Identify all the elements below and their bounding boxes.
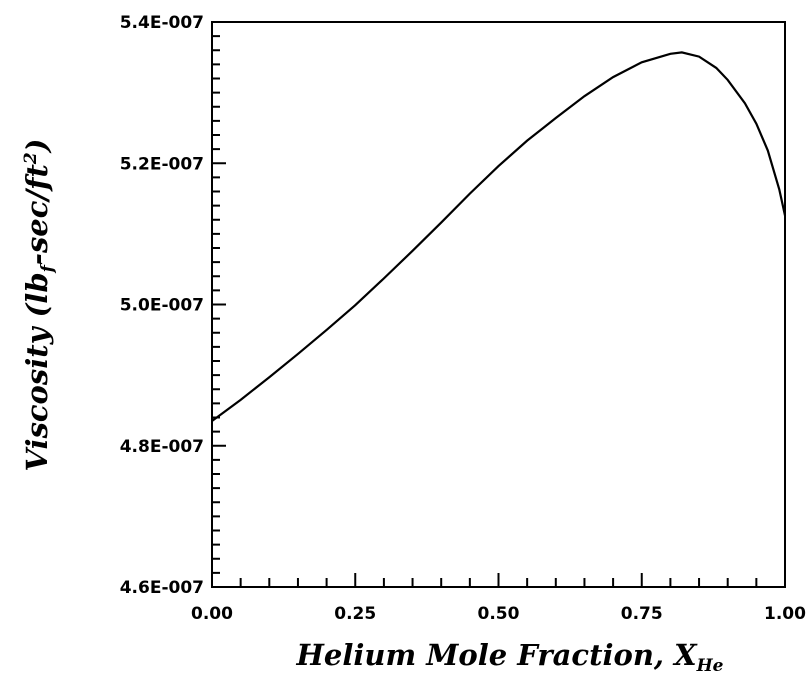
y-tick-labels: 4.6E-007 4.8E-007 5.0E-007 5.2E-007 5.4E-007 (120, 13, 204, 598)
plot-frame (211, 21, 786, 588)
x-axis-title: Helium Mole Fraction, XHe (296, 638, 724, 676)
y-axis-title-suffix: ) (20, 139, 54, 155)
series-line (211, 51, 787, 422)
y-axis-title-sup: 2 (21, 152, 41, 165)
y-tick-label: 4.8E-007 (120, 437, 204, 457)
x-tick-label: 0.75 (621, 604, 663, 624)
x-tick-label: 0.50 (478, 604, 520, 624)
y-tick-label: 5.4E-007 (120, 13, 204, 33)
x-tick-labels: 0.00 0.25 0.50 0.75 1.00 (191, 604, 806, 624)
y-axis-title-sub: f (38, 262, 58, 273)
y-tick-label: 5.0E-007 (120, 296, 204, 316)
x-tick-label: 0.25 (334, 604, 376, 624)
x-tick-label: 1.00 (764, 604, 806, 624)
y-axis-title-mid: -sec/ft (20, 164, 54, 266)
x-axis-title-sub: He (696, 656, 724, 676)
x-tick-label: 0.00 (191, 604, 233, 624)
y-axis-title: Viscosity (lbf-sec/ft2) (20, 139, 58, 472)
x-axis-title-main: Helium Mole Fraction, X (296, 638, 699, 672)
tick-marks (211, 21, 786, 588)
y-tick-label: 5.2E-007 (120, 154, 204, 174)
y-tick-label: 4.6E-007 (120, 578, 204, 598)
y-axis-title-prefix: Viscosity (lb (20, 272, 54, 471)
